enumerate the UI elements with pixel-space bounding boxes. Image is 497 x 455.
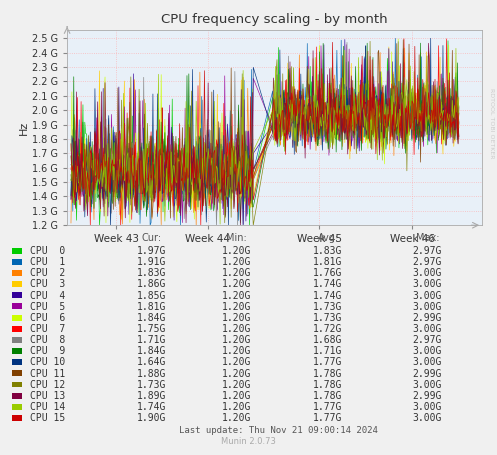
Text: 3.00G: 3.00G: [413, 302, 442, 312]
Text: 1.75G: 1.75G: [137, 324, 166, 334]
Text: 1.20G: 1.20G: [221, 369, 251, 379]
Text: 3.00G: 3.00G: [413, 413, 442, 423]
Text: 1.20G: 1.20G: [221, 302, 251, 312]
Text: 1.20G: 1.20G: [221, 257, 251, 267]
Text: 2.97G: 2.97G: [413, 257, 442, 267]
Text: 3.00G: 3.00G: [413, 291, 442, 300]
Text: 1.77G: 1.77G: [313, 358, 343, 367]
Text: 1.73G: 1.73G: [313, 302, 343, 312]
Text: 1.78G: 1.78G: [313, 391, 343, 401]
Text: Max:: Max:: [415, 233, 439, 243]
Y-axis label: Hz: Hz: [19, 120, 29, 135]
Text: 1.64G: 1.64G: [137, 358, 166, 367]
Text: 3.00G: 3.00G: [413, 279, 442, 289]
Text: 1.90G: 1.90G: [137, 413, 166, 423]
Text: Last update: Thu Nov 21 09:00:14 2024: Last update: Thu Nov 21 09:00:14 2024: [179, 426, 378, 435]
Text: 1.20G: 1.20G: [221, 402, 251, 412]
Text: 1.86G: 1.86G: [137, 279, 166, 289]
Text: 3.00G: 3.00G: [413, 324, 442, 334]
Text: CPU 12: CPU 12: [30, 380, 65, 389]
Text: 1.84G: 1.84G: [137, 313, 166, 323]
Text: 1.81G: 1.81G: [313, 257, 343, 267]
Text: 1.83G: 1.83G: [313, 246, 343, 256]
Text: 1.20G: 1.20G: [221, 413, 251, 423]
Text: CPU  9: CPU 9: [30, 346, 65, 356]
Text: 1.85G: 1.85G: [137, 291, 166, 300]
Text: 1.77G: 1.77G: [313, 413, 343, 423]
Text: 1.71G: 1.71G: [313, 346, 343, 356]
Text: 1.76G: 1.76G: [313, 268, 343, 278]
Text: 3.00G: 3.00G: [413, 346, 442, 356]
Text: 1.78G: 1.78G: [313, 369, 343, 379]
Text: 1.20G: 1.20G: [221, 291, 251, 300]
Text: 1.20G: 1.20G: [221, 268, 251, 278]
Text: CPU  1: CPU 1: [30, 257, 65, 267]
Text: 1.20G: 1.20G: [221, 324, 251, 334]
Text: CPU  2: CPU 2: [30, 268, 65, 278]
Text: 2.99G: 2.99G: [413, 391, 442, 401]
Text: Cur:: Cur:: [142, 233, 162, 243]
Text: 1.20G: 1.20G: [221, 246, 251, 256]
Text: 1.91G: 1.91G: [137, 257, 166, 267]
Text: 2.99G: 2.99G: [413, 369, 442, 379]
Text: CPU 15: CPU 15: [30, 413, 65, 423]
Text: 3.00G: 3.00G: [413, 358, 442, 367]
Text: 1.20G: 1.20G: [221, 313, 251, 323]
Text: 1.72G: 1.72G: [313, 324, 343, 334]
Text: Min:: Min:: [226, 233, 247, 243]
Text: 1.20G: 1.20G: [221, 335, 251, 345]
Text: 1.89G: 1.89G: [137, 391, 166, 401]
Text: 2.99G: 2.99G: [413, 313, 442, 323]
Text: 3.00G: 3.00G: [413, 268, 442, 278]
Text: 1.81G: 1.81G: [137, 302, 166, 312]
Text: 1.20G: 1.20G: [221, 380, 251, 389]
Text: CPU  5: CPU 5: [30, 302, 65, 312]
Text: CPU  8: CPU 8: [30, 335, 65, 345]
Text: 1.68G: 1.68G: [313, 335, 343, 345]
Text: Avg:: Avg:: [318, 233, 338, 243]
Text: CPU 14: CPU 14: [30, 402, 65, 412]
Text: RDTOOL TOBI OETKER: RDTOOL TOBI OETKER: [489, 88, 494, 158]
Title: CPU frequency scaling - by month: CPU frequency scaling - by month: [162, 13, 388, 25]
Text: 1.84G: 1.84G: [137, 346, 166, 356]
Text: 1.78G: 1.78G: [313, 380, 343, 389]
Text: CPU  4: CPU 4: [30, 291, 65, 300]
Text: Munin 2.0.73: Munin 2.0.73: [221, 437, 276, 446]
Text: 1.88G: 1.88G: [137, 369, 166, 379]
Text: 3.00G: 3.00G: [413, 402, 442, 412]
Text: 1.20G: 1.20G: [221, 279, 251, 289]
Text: 2.97G: 2.97G: [413, 246, 442, 256]
Text: 1.73G: 1.73G: [137, 380, 166, 389]
Text: 1.73G: 1.73G: [313, 313, 343, 323]
Text: 1.77G: 1.77G: [313, 402, 343, 412]
Text: 3.00G: 3.00G: [413, 380, 442, 389]
Text: CPU  0: CPU 0: [30, 246, 65, 256]
Text: CPU  3: CPU 3: [30, 279, 65, 289]
Text: 1.20G: 1.20G: [221, 391, 251, 401]
Text: 1.20G: 1.20G: [221, 358, 251, 367]
Text: CPU 13: CPU 13: [30, 391, 65, 401]
Text: 1.71G: 1.71G: [137, 335, 166, 345]
Text: CPU 10: CPU 10: [30, 358, 65, 367]
Text: 1.74G: 1.74G: [137, 402, 166, 412]
Text: CPU  6: CPU 6: [30, 313, 65, 323]
Text: CPU 11: CPU 11: [30, 369, 65, 379]
Text: 1.74G: 1.74G: [313, 279, 343, 289]
Text: 1.97G: 1.97G: [137, 246, 166, 256]
Text: 1.74G: 1.74G: [313, 291, 343, 300]
Text: 2.97G: 2.97G: [413, 335, 442, 345]
Text: 1.83G: 1.83G: [137, 268, 166, 278]
Text: CPU  7: CPU 7: [30, 324, 65, 334]
Text: 1.20G: 1.20G: [221, 346, 251, 356]
